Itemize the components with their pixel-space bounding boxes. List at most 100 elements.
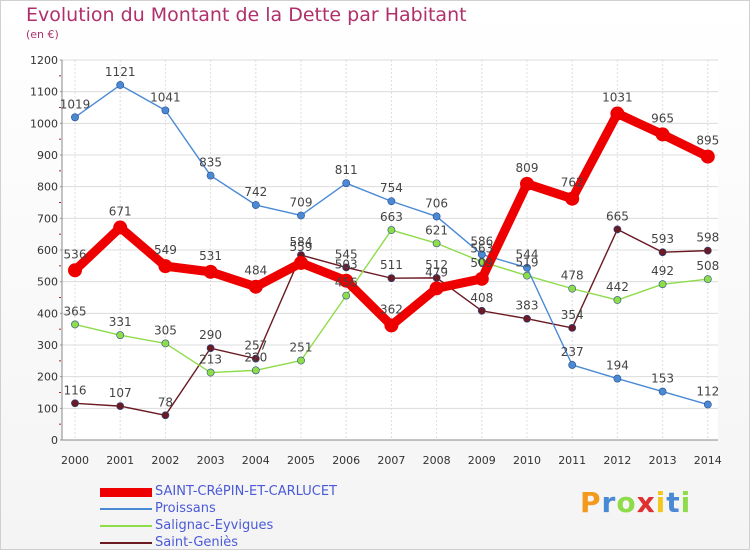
data-label: 742	[244, 185, 267, 199]
y-tick-label: 1000	[30, 117, 58, 130]
data-point	[206, 368, 215, 377]
data-label: 544	[516, 248, 539, 262]
chart-title: Evolution du Montant de la Dette par Hab…	[26, 4, 467, 26]
data-label: 257	[244, 339, 267, 353]
data-label: 237	[561, 345, 584, 359]
data-point	[248, 279, 263, 294]
y-tick-label: 900	[37, 149, 58, 162]
x-tick-label: 2012	[603, 454, 631, 467]
data-label: 78	[158, 395, 173, 409]
y-tick-label: 800	[37, 181, 58, 194]
data-label: 213	[199, 353, 222, 367]
x-tick-label: 2009	[468, 454, 496, 467]
data-label: 511	[380, 258, 403, 272]
legend-label: SAINT-CRéPIN-ET-CARLUCET	[155, 484, 337, 499]
data-point	[116, 331, 125, 340]
series-1	[71, 226, 712, 377]
axes: 0 100 200 300 400 500 600 700 800 900 1000 1100 1200…	[30, 54, 722, 467]
data-point	[71, 399, 79, 408]
data-point	[161, 339, 170, 348]
data-label: 456	[335, 276, 358, 290]
data-label: 508	[696, 259, 719, 273]
data-label: 809	[516, 161, 539, 175]
data-label: 762	[561, 176, 584, 190]
data-label: 545	[335, 247, 358, 261]
data-label: 895	[696, 134, 719, 148]
data-point	[116, 81, 125, 89]
x-tick-label: 2013	[649, 454, 677, 467]
data-point	[161, 106, 170, 115]
data-point	[206, 344, 215, 353]
data-label: 365	[64, 304, 87, 318]
data-label: 484	[244, 264, 267, 278]
data-point	[297, 356, 305, 365]
data-point	[429, 281, 444, 296]
logo-letter: r	[601, 486, 617, 519]
data-point	[387, 226, 396, 234]
data-point	[342, 263, 351, 272]
data-label: 153	[651, 372, 674, 386]
data-label: 665	[606, 209, 629, 223]
data-label: 549	[154, 243, 177, 257]
data-point	[613, 374, 622, 383]
x-tick-label: 2014	[694, 454, 722, 467]
data-point	[613, 225, 622, 234]
data-point	[432, 239, 441, 248]
data-label: 194	[606, 359, 629, 373]
data-label: 509	[470, 256, 493, 270]
data-label: 290	[199, 328, 222, 342]
data-point	[568, 284, 577, 293]
data-point	[384, 318, 399, 333]
data-point	[387, 197, 396, 206]
data-label: 354	[561, 308, 584, 322]
y-tick-label: 100	[37, 402, 58, 415]
data-point	[703, 400, 712, 409]
logo-letter: t	[666, 486, 681, 519]
x-tick-label: 2006	[332, 454, 360, 467]
y-tick-label: 700	[37, 212, 58, 225]
y-tick-label: 1200	[30, 54, 58, 67]
x-tick-label: 2008	[423, 454, 451, 467]
x-tick-label: 2000	[61, 454, 89, 467]
data-label: 965	[651, 111, 674, 125]
data-point	[251, 366, 260, 375]
data-label: 706	[425, 196, 448, 210]
data-point	[432, 212, 441, 221]
data-point	[613, 296, 622, 304]
data-label: 531	[199, 249, 222, 263]
y-tick-label: 1100	[30, 86, 58, 99]
series-2	[71, 81, 712, 409]
data-label: 559	[290, 240, 313, 254]
data-point	[251, 354, 260, 363]
data-point	[523, 314, 531, 323]
legend-swatch	[100, 508, 152, 510]
data-label: 709	[290, 195, 313, 209]
x-tick-label: 2004	[242, 454, 270, 467]
x-tick-label: 2003	[197, 454, 225, 467]
data-labels: 116 107 78 290 257 584 545 511 512 408 383 354 665 59…	[60, 65, 720, 409]
data-label: 107	[109, 386, 132, 400]
data-label: 1031	[602, 91, 633, 105]
x-tick-label: 2001	[106, 454, 134, 467]
data-point	[610, 106, 625, 121]
data-point	[71, 320, 79, 329]
data-label: 811	[335, 163, 358, 177]
data-label: 478	[561, 269, 584, 283]
data-point	[477, 250, 486, 259]
legend-label: Salignac-Eyvigues	[155, 518, 274, 533]
data-point	[658, 280, 667, 289]
data-point	[297, 211, 305, 220]
y-tick-label: 200	[37, 371, 58, 384]
y-tick-label: 500	[37, 276, 58, 289]
data-label: 1019	[60, 97, 91, 111]
data-label: 383	[516, 299, 539, 313]
data-point	[251, 201, 260, 209]
data-label: 251	[290, 341, 313, 355]
data-point	[655, 127, 670, 142]
data-label: 116	[64, 383, 87, 397]
data-point	[520, 176, 534, 191]
data-point	[206, 171, 215, 180]
data-point	[116, 402, 125, 411]
proxiti-logo: Proxiti	[580, 486, 691, 519]
data-point	[71, 113, 79, 122]
